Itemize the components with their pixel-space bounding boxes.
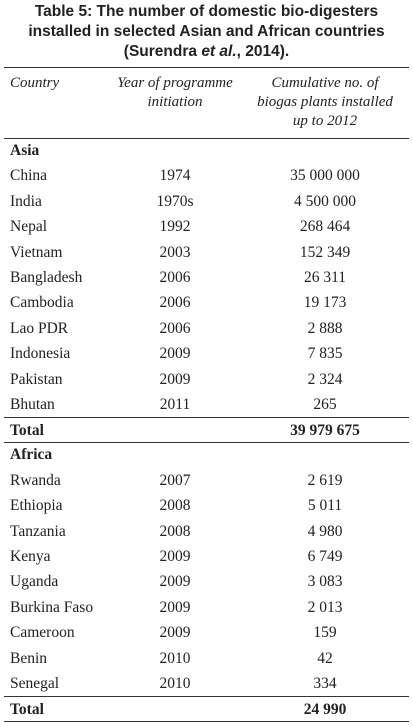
year-cell: 2006 bbox=[159, 319, 191, 337]
cumulative-cell: 19 173 bbox=[303, 294, 347, 312]
country-cell: Cambodia bbox=[10, 294, 74, 312]
cumulative-cell: 334 bbox=[313, 675, 337, 692]
country-cell: Rwanda bbox=[10, 471, 61, 489]
header-country: Country bbox=[10, 75, 60, 91]
country-cell: Bhutan bbox=[10, 396, 55, 413]
cumulative-cell: 268 464 bbox=[299, 218, 351, 236]
year-cell: 2010 bbox=[159, 649, 191, 667]
cumulative-cell: 152 349 bbox=[299, 243, 351, 261]
country-cell: Tanzania bbox=[10, 522, 66, 540]
title-italic: et al. bbox=[201, 43, 237, 60]
total-label: Total bbox=[10, 422, 44, 440]
country-cell: China bbox=[10, 167, 48, 185]
year-cell: 1974 bbox=[159, 167, 191, 185]
header-cumulative: biogas plants installed bbox=[257, 94, 393, 110]
year-cell: 2006 bbox=[159, 294, 191, 312]
year-cell: 2009 bbox=[159, 345, 191, 363]
cumulative-cell: 2 619 bbox=[307, 471, 343, 489]
total-value: 39 979 675 bbox=[290, 422, 360, 440]
country-cell: Cameroon bbox=[10, 624, 75, 642]
header-cumulative: up to 2012 bbox=[292, 113, 358, 129]
year-cell: 1992 bbox=[159, 218, 191, 236]
rule bbox=[4, 696, 409, 698]
header-cumulative: Cumulative no. of bbox=[271, 75, 379, 91]
title-text: Table 5: The number of domestic bio-dige… bbox=[28, 3, 385, 60]
cumulative-cell: 4 500 000 bbox=[294, 192, 356, 210]
year-cell: 2009 bbox=[159, 370, 191, 388]
title-text: , 2014). bbox=[236, 43, 290, 60]
country-cell: Burkina Faso bbox=[10, 598, 94, 616]
cumulative-cell: 2 888 bbox=[307, 319, 343, 337]
year-cell: 1970s bbox=[156, 192, 194, 210]
cumulative-cell: 26 311 bbox=[303, 269, 347, 286]
section-name: Africa bbox=[10, 446, 53, 464]
year-cell: 2008 bbox=[159, 522, 191, 540]
rule bbox=[4, 721, 409, 723]
country-cell: Bangladesh bbox=[10, 269, 83, 286]
year-cell: 2003 bbox=[159, 243, 191, 261]
cumulative-cell: 42 bbox=[317, 649, 333, 667]
total-label: Total bbox=[10, 701, 44, 719]
country-cell: Uganda bbox=[10, 573, 59, 591]
rule bbox=[4, 442, 409, 444]
year-cell: 2010 bbox=[159, 675, 191, 692]
cumulative-cell: 2 324 bbox=[307, 370, 343, 388]
cumulative-cell: 6 749 bbox=[307, 548, 343, 565]
cumulative-cell: 4 980 bbox=[307, 522, 343, 540]
rule bbox=[4, 138, 409, 139]
country-cell: Vietnam bbox=[10, 243, 63, 261]
country-cell: Indonesia bbox=[10, 345, 71, 363]
year-cell: 2006 bbox=[159, 269, 191, 286]
cumulative-cell: 2 013 bbox=[307, 598, 343, 616]
year-cell: 2009 bbox=[159, 624, 191, 642]
country-cell: Senegal bbox=[10, 675, 60, 692]
cumulative-cell: 159 bbox=[313, 624, 337, 642]
cumulative-cell: 35 000 000 bbox=[290, 167, 360, 185]
country-cell: Nepal bbox=[10, 218, 48, 236]
table-title: Table 5: The number of domestic bio-dige… bbox=[4, 2, 409, 62]
year-cell: 2009 bbox=[159, 573, 191, 591]
year-cell: 2007 bbox=[159, 471, 191, 489]
country-cell: Pakistan bbox=[10, 370, 63, 388]
header-year: Year of programme bbox=[117, 75, 233, 91]
cumulative-cell: 5 011 bbox=[307, 497, 343, 515]
cumulative-cell: 3 083 bbox=[307, 573, 343, 591]
country-cell: Benin bbox=[10, 649, 48, 667]
rule bbox=[4, 417, 409, 419]
total-value: 24 990 bbox=[303, 701, 347, 719]
year-cell: 2009 bbox=[159, 598, 191, 616]
year-cell: 2008 bbox=[159, 497, 191, 515]
country-cell: Ethiopia bbox=[10, 497, 63, 515]
cumulative-cell: 7 835 bbox=[307, 345, 343, 363]
section-name: Asia bbox=[10, 142, 40, 159]
year-cell: 2011 bbox=[159, 396, 191, 413]
rule bbox=[4, 67, 409, 68]
header-year: initiation bbox=[147, 94, 203, 110]
cumulative-cell: 265 bbox=[313, 396, 337, 413]
year-cell: 2009 bbox=[159, 548, 191, 565]
country-cell: India bbox=[10, 192, 42, 210]
country-cell: Lao PDR bbox=[10, 319, 69, 337]
country-cell: Kenya bbox=[10, 548, 51, 565]
